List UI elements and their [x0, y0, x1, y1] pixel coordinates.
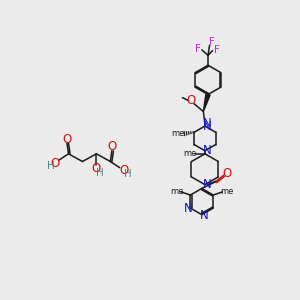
Text: F: F	[214, 45, 220, 55]
Text: O: O	[107, 140, 116, 153]
Text: me: me	[184, 149, 197, 158]
Text: O: O	[223, 167, 232, 180]
Text: N: N	[200, 209, 208, 222]
Text: me: me	[220, 187, 234, 196]
Text: O: O	[119, 164, 128, 177]
Text: O: O	[186, 94, 196, 107]
Text: me: me	[170, 187, 183, 196]
Text: O: O	[62, 133, 72, 146]
Text: me: me	[171, 128, 184, 137]
Text: O: O	[92, 162, 101, 175]
Text: F: F	[195, 44, 201, 54]
Text: H: H	[96, 168, 104, 178]
Text: N: N	[203, 144, 212, 157]
Text: N: N	[203, 120, 212, 133]
Text: F: F	[209, 37, 215, 47]
Text: O: O	[51, 157, 60, 169]
Text: H: H	[124, 169, 132, 179]
Text: H: H	[47, 161, 55, 171]
Text: N: N	[184, 202, 192, 215]
Text: N: N	[203, 178, 212, 191]
Text: N: N	[203, 117, 212, 130]
Polygon shape	[203, 94, 210, 112]
